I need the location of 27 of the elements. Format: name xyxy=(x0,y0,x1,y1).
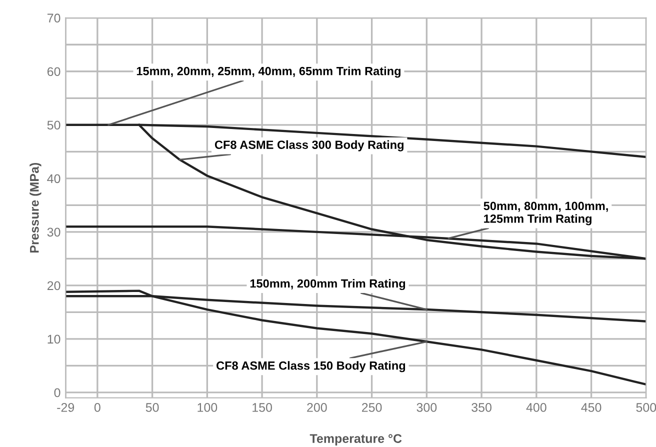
annotation: 50mm, 80mm, 100mm, 125mm Trim Rating xyxy=(484,202,608,226)
y-tick-label: 60 xyxy=(47,67,60,76)
y-tick-label: 20 xyxy=(47,281,60,290)
x-tick-label: 400 xyxy=(526,403,546,412)
annotation: CF8 ASME Class 150 Body Rating xyxy=(216,361,406,372)
x-tick-label: 50 xyxy=(146,403,159,412)
x-tick-label: 250 xyxy=(362,403,382,412)
x-tick-label: 450 xyxy=(581,403,602,412)
y-tick-label: 30 xyxy=(47,228,60,237)
x-tick-label: 0 xyxy=(94,403,100,412)
y-tick-label: 70 xyxy=(47,14,60,23)
x-tick-label: 300 xyxy=(416,403,437,412)
y-tick-label: 40 xyxy=(47,174,60,184)
annotation: 150mm, 200mm Trim Rating xyxy=(250,279,406,290)
x-tick-label: 150 xyxy=(252,403,272,412)
annotation: 15mm, 20mm, 25mm, 40mm, 65mm Trim Rating xyxy=(136,66,400,78)
y-tick-label: 10 xyxy=(48,334,60,344)
annotation: CF8 ASME Class 300 Body Rating xyxy=(214,140,404,152)
y-tick-label: 0 xyxy=(54,388,60,398)
x-axis-title: Temperature °C xyxy=(310,434,402,446)
x-tick-label: 350 xyxy=(472,403,492,412)
y-tick-label: 50 xyxy=(47,120,60,130)
x-tick-label: 500 xyxy=(636,403,656,412)
x-tick-label: 200 xyxy=(307,403,327,412)
x-tick-label: 100 xyxy=(198,403,218,412)
x-tick-label: -29 xyxy=(57,403,74,412)
y-axis-title: Pressure (MPa) xyxy=(30,162,42,253)
